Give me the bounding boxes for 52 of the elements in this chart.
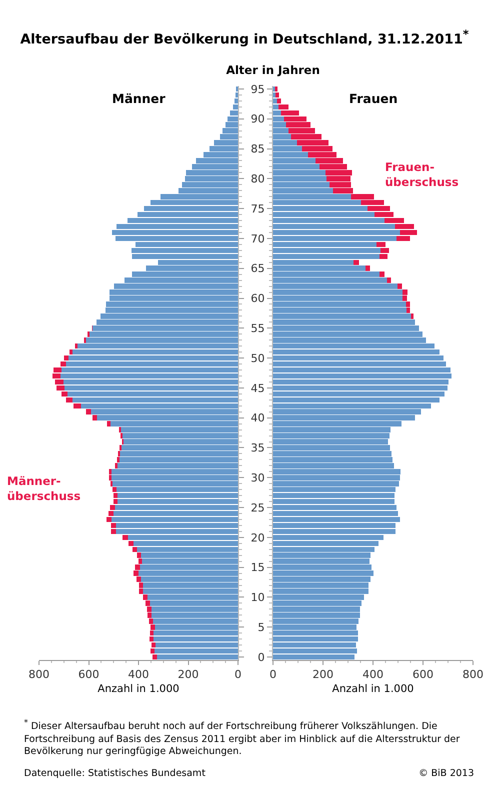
- x-axis-title: Anzahl in 1.000: [98, 683, 180, 696]
- bar: [92, 415, 97, 420]
- chart-title: Altersaufbau der Bevölkerung in Deutschland, 31.12.2011$^{*}$: [19, 28, 470, 48]
- y-tick-label: 5: [258, 620, 265, 634]
- y-tick-label: 75: [250, 202, 265, 216]
- y-tick-label: 10: [250, 591, 265, 604]
- bar: [366, 266, 370, 271]
- y-tick-label: 55: [250, 322, 265, 336]
- y-tick-label: 80: [250, 172, 265, 186]
- annotation: Frauen- überschuss: [385, 160, 459, 189]
- x-tick-label: 0: [270, 668, 276, 682]
- y-tick-label: 85: [250, 142, 265, 156]
- bar: [387, 278, 391, 283]
- bar: [106, 421, 110, 426]
- text: © BiB 2013: [418, 768, 474, 781]
- y-tick-label: 90: [250, 112, 265, 126]
- text: $^{*}$ Dieser Altersaufbau beruht noch auf der Fortschreibung früherer Volkszählungen. Die Fortschreibung auf Basis des Zensus 2011 ergibt aber im Hinblick auf die Altersstruktur der Bevölkerung nur geringfügige Abweichungen.: [24, 718, 461, 758]
- x-tick-label: 800: [462, 668, 484, 682]
- bar: [398, 284, 402, 289]
- bar: [122, 534, 128, 540]
- annotation: Männer- überschuss: [7, 474, 81, 503]
- y-tick-label: 30: [250, 471, 265, 484]
- bar: [380, 272, 384, 277]
- x-axis-title: Anzahl in 1.000: [332, 683, 414, 696]
- y-tick-label: 20: [250, 531, 265, 544]
- bar: [75, 343, 78, 349]
- y-tick-label: 45: [250, 382, 265, 395]
- x-tick-label: 600: [78, 668, 100, 682]
- x-tick-label: 400: [362, 668, 384, 682]
- x-tick-label: 200: [312, 668, 334, 682]
- x-tick-label: 0: [234, 668, 242, 682]
- x-tick-label: 600: [412, 668, 434, 682]
- y-tick-label: 50: [250, 352, 265, 365]
- y-axis-title: Alter in Jahren: [226, 63, 320, 77]
- bar: [354, 260, 359, 266]
- y-tick-label: 65: [250, 262, 265, 276]
- x-tick-label: 400: [128, 668, 149, 682]
- y-tick-label: 60: [250, 292, 265, 306]
- x-tick-label: 200: [178, 668, 199, 682]
- y-tick-label: 70: [250, 232, 265, 246]
- y-tick-label: 95: [250, 82, 265, 96]
- y-tick-label: 0: [258, 650, 265, 664]
- chart-subtitle: Männer: [112, 91, 166, 106]
- chart-subtitle: Frauen: [349, 91, 398, 106]
- bar: [74, 403, 81, 409]
- y-tick-label: 25: [250, 501, 265, 514]
- y-tick-label: 15: [250, 561, 265, 574]
- y-tick-label: 35: [250, 442, 265, 455]
- bar: [86, 409, 91, 414]
- text: Datenquelle: Statistisches Bundesamt: [24, 768, 206, 781]
- x-tick-label: 800: [28, 668, 50, 682]
- y-tick-label: 40: [250, 412, 265, 425]
